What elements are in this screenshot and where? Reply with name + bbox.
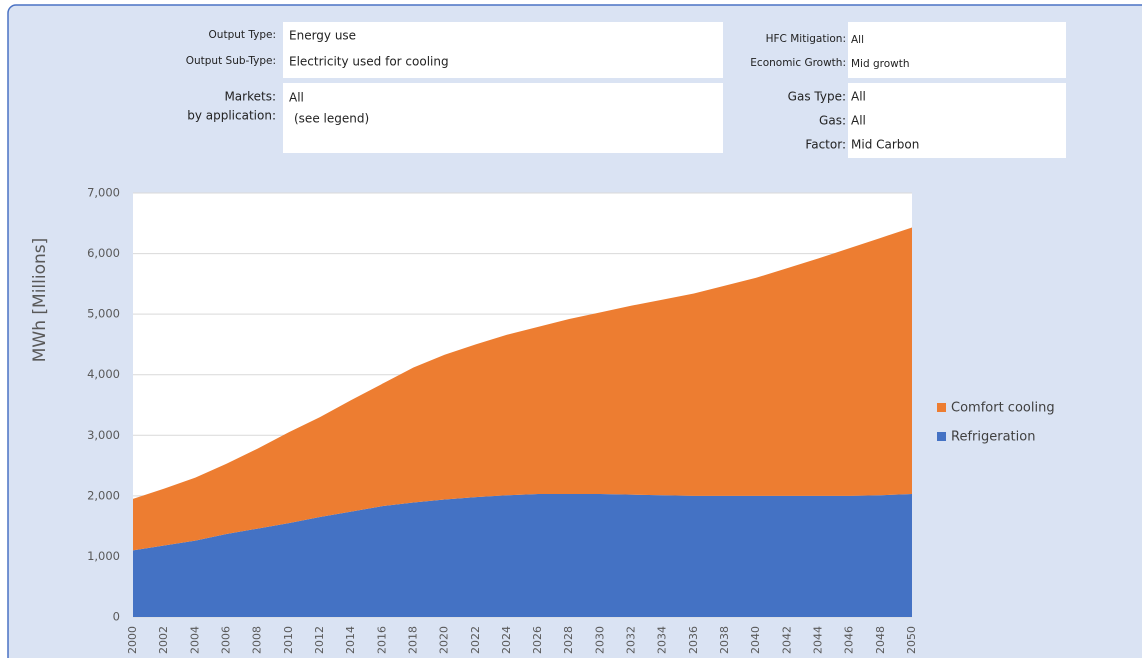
field-value: Mid Carbon xyxy=(851,138,919,152)
field-value: (see legend) xyxy=(294,112,369,126)
x-tick-label: 2050 xyxy=(905,626,918,654)
y-tick-label: 3,000 xyxy=(87,428,120,442)
field-label: Gas: xyxy=(819,114,846,128)
x-tick-label: 2016 xyxy=(375,626,388,654)
x-tick-label: 2040 xyxy=(749,626,762,654)
x-tick-label: 2030 xyxy=(593,626,606,654)
x-tick-label: 2036 xyxy=(687,626,700,654)
info-box xyxy=(283,22,723,78)
x-tick-label: 2010 xyxy=(282,626,295,654)
y-tick-label: 0 xyxy=(113,610,120,624)
field-value: Mid growth xyxy=(851,58,910,70)
y-tick-label: 1,000 xyxy=(87,549,120,563)
x-tick-label: 2002 xyxy=(157,626,170,654)
field-value: All xyxy=(851,114,866,128)
field-label: Factor: xyxy=(805,138,846,152)
legend-swatch xyxy=(937,403,946,412)
x-tick-label: 2000 xyxy=(126,626,139,654)
y-tick-label: 2,000 xyxy=(87,488,120,502)
y-axis-label: MWh [Millions] xyxy=(30,238,50,363)
x-tick-label: 2004 xyxy=(188,626,201,654)
field-value: Energy use xyxy=(289,29,356,43)
x-tick-label: 2034 xyxy=(656,626,669,654)
y-tick-label: 6,000 xyxy=(87,246,120,260)
x-tick-label: 2038 xyxy=(718,626,731,654)
x-tick-label: 2044 xyxy=(812,626,825,654)
area xyxy=(133,494,912,617)
legend-swatch xyxy=(937,432,946,441)
field-label: Economic Growth: xyxy=(750,57,846,69)
info-box xyxy=(848,22,1066,78)
y-tick-label: 5,000 xyxy=(87,307,120,321)
x-tick-label: 2008 xyxy=(251,626,264,654)
x-tick-label: 2022 xyxy=(469,626,482,654)
x-tick-label: 2046 xyxy=(843,626,856,654)
x-tick-label: 2028 xyxy=(562,626,575,654)
x-tick-label: 2020 xyxy=(438,626,451,654)
field-label: Gas Type: xyxy=(788,90,846,104)
field-value: All xyxy=(851,34,864,46)
x-tick-label: 2006 xyxy=(219,626,232,654)
field-label: Output Type: xyxy=(209,29,276,41)
info-box xyxy=(848,83,1066,158)
x-tick-label: 2012 xyxy=(313,626,326,654)
x-tick-label: 2014 xyxy=(344,626,357,654)
x-tick-label: 2032 xyxy=(625,626,638,654)
field-value: All xyxy=(851,90,866,104)
x-tick-label: 2024 xyxy=(500,626,513,654)
area xyxy=(133,227,912,551)
y-tick-label: 7,000 xyxy=(87,186,120,200)
field-label: Markets: xyxy=(224,90,276,104)
field-label: HFC Mitigation: xyxy=(766,33,846,45)
info-box xyxy=(283,83,723,153)
field-label: by application: xyxy=(187,109,276,123)
field-value: All xyxy=(289,91,304,105)
x-tick-label: 2048 xyxy=(874,626,887,654)
legend-label: Refrigeration xyxy=(951,430,1035,445)
x-tick-label: 2026 xyxy=(531,626,544,654)
legend-label: Comfort cooling xyxy=(951,401,1055,416)
field-label: Output Sub-Type: xyxy=(186,55,276,67)
field-value: Electricity used for cooling xyxy=(289,55,449,69)
y-tick-label: 4,000 xyxy=(87,367,120,381)
x-tick-label: 2042 xyxy=(780,626,793,654)
x-tick-label: 2018 xyxy=(406,626,419,654)
